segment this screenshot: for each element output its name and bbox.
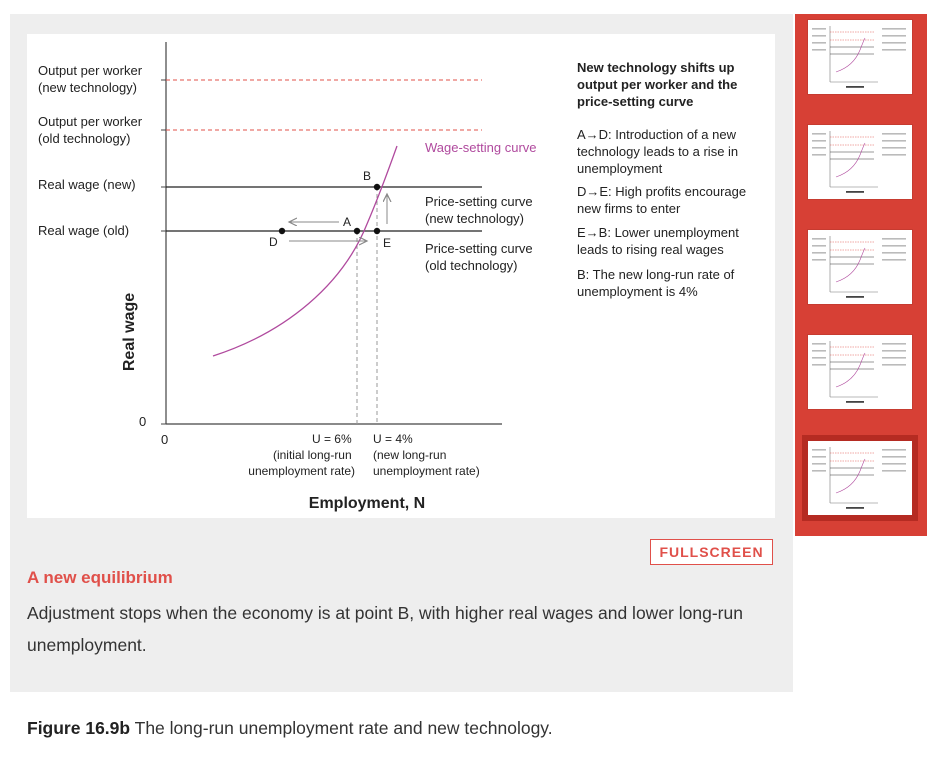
point-a: [353, 227, 361, 235]
ps-old-label: Price-setting curve (old technology): [425, 241, 536, 273]
step-thumbnail-2[interactable]: [808, 125, 912, 199]
figure-caption-text: The long-run unemployment rate and new t…: [130, 718, 553, 738]
step-thumbnail-4[interactable]: [808, 335, 912, 409]
annotation-d-to-e: D→E: High profits encourage new firms to…: [577, 184, 747, 216]
wage-setting-label: Wage-setting curve: [425, 140, 537, 155]
fullscreen-button[interactable]: FULLSCREEN: [650, 539, 773, 565]
u4-note: U = 4% (new long-run unemployment rate): [373, 432, 480, 478]
label-output-old: Output per worker (old technology): [38, 114, 146, 146]
annotation-heading: New technology shifts up output per work…: [577, 60, 738, 109]
step-thumbnail-1[interactable]: [808, 20, 912, 94]
wage-setting-curve: [212, 145, 398, 357]
thumbnail-preview: [812, 131, 906, 193]
point-d: [278, 227, 286, 235]
thumbnail-preview: [812, 26, 906, 88]
point-e-label: E: [383, 236, 391, 250]
figure-card: B A D E Output per worker (new technolog…: [27, 34, 775, 518]
step-body: Adjustment stops when the economy is at …: [27, 603, 743, 655]
thumbnail-preview: [812, 447, 906, 509]
step-thumbnail-5[interactable]: [808, 441, 912, 515]
step-thumbnail-rail: [795, 14, 927, 536]
label-output-new: Output per worker (new technology): [38, 63, 146, 95]
y-axis-title: Real wage: [121, 293, 138, 371]
step-thumbnail-3[interactable]: [808, 230, 912, 304]
point-d-label: D: [269, 235, 278, 249]
annotation-e-to-b: E→B: Lower unemployment leads to rising …: [577, 225, 739, 257]
annotation-a-to-d: A→D: Introduction of a new technology le…: [577, 127, 739, 176]
step-title: A new equilibrium: [27, 568, 173, 587]
label-wage-new: Real wage (new): [38, 177, 136, 192]
figure-caption: Figure 16.9b The long-run unemployment r…: [27, 718, 553, 739]
point-b: [373, 183, 381, 191]
point-e: [373, 227, 381, 235]
point-b-label: B: [363, 169, 371, 183]
label-wage-old: Real wage (old): [38, 223, 129, 238]
thumbnail-preview: [812, 341, 906, 403]
x-axis-title: Employment, N: [309, 495, 425, 512]
label-y-zero: 0: [139, 414, 146, 429]
annotation-b: B: The new long-run rate of unemployment…: [577, 267, 735, 299]
point-a-label: A: [343, 215, 351, 229]
u6-note: U = 6% (initial long-run unemployment ra…: [248, 432, 355, 478]
figure-caption-label: Figure 16.9b: [27, 718, 131, 738]
thumbnail-preview: [812, 236, 906, 298]
wage-setting-chart: B A D E Output per worker (new technolog…: [38, 42, 537, 512]
ps-new-label: Price-setting curve (new technology): [425, 194, 536, 226]
label-x-zero: 0: [161, 432, 168, 447]
